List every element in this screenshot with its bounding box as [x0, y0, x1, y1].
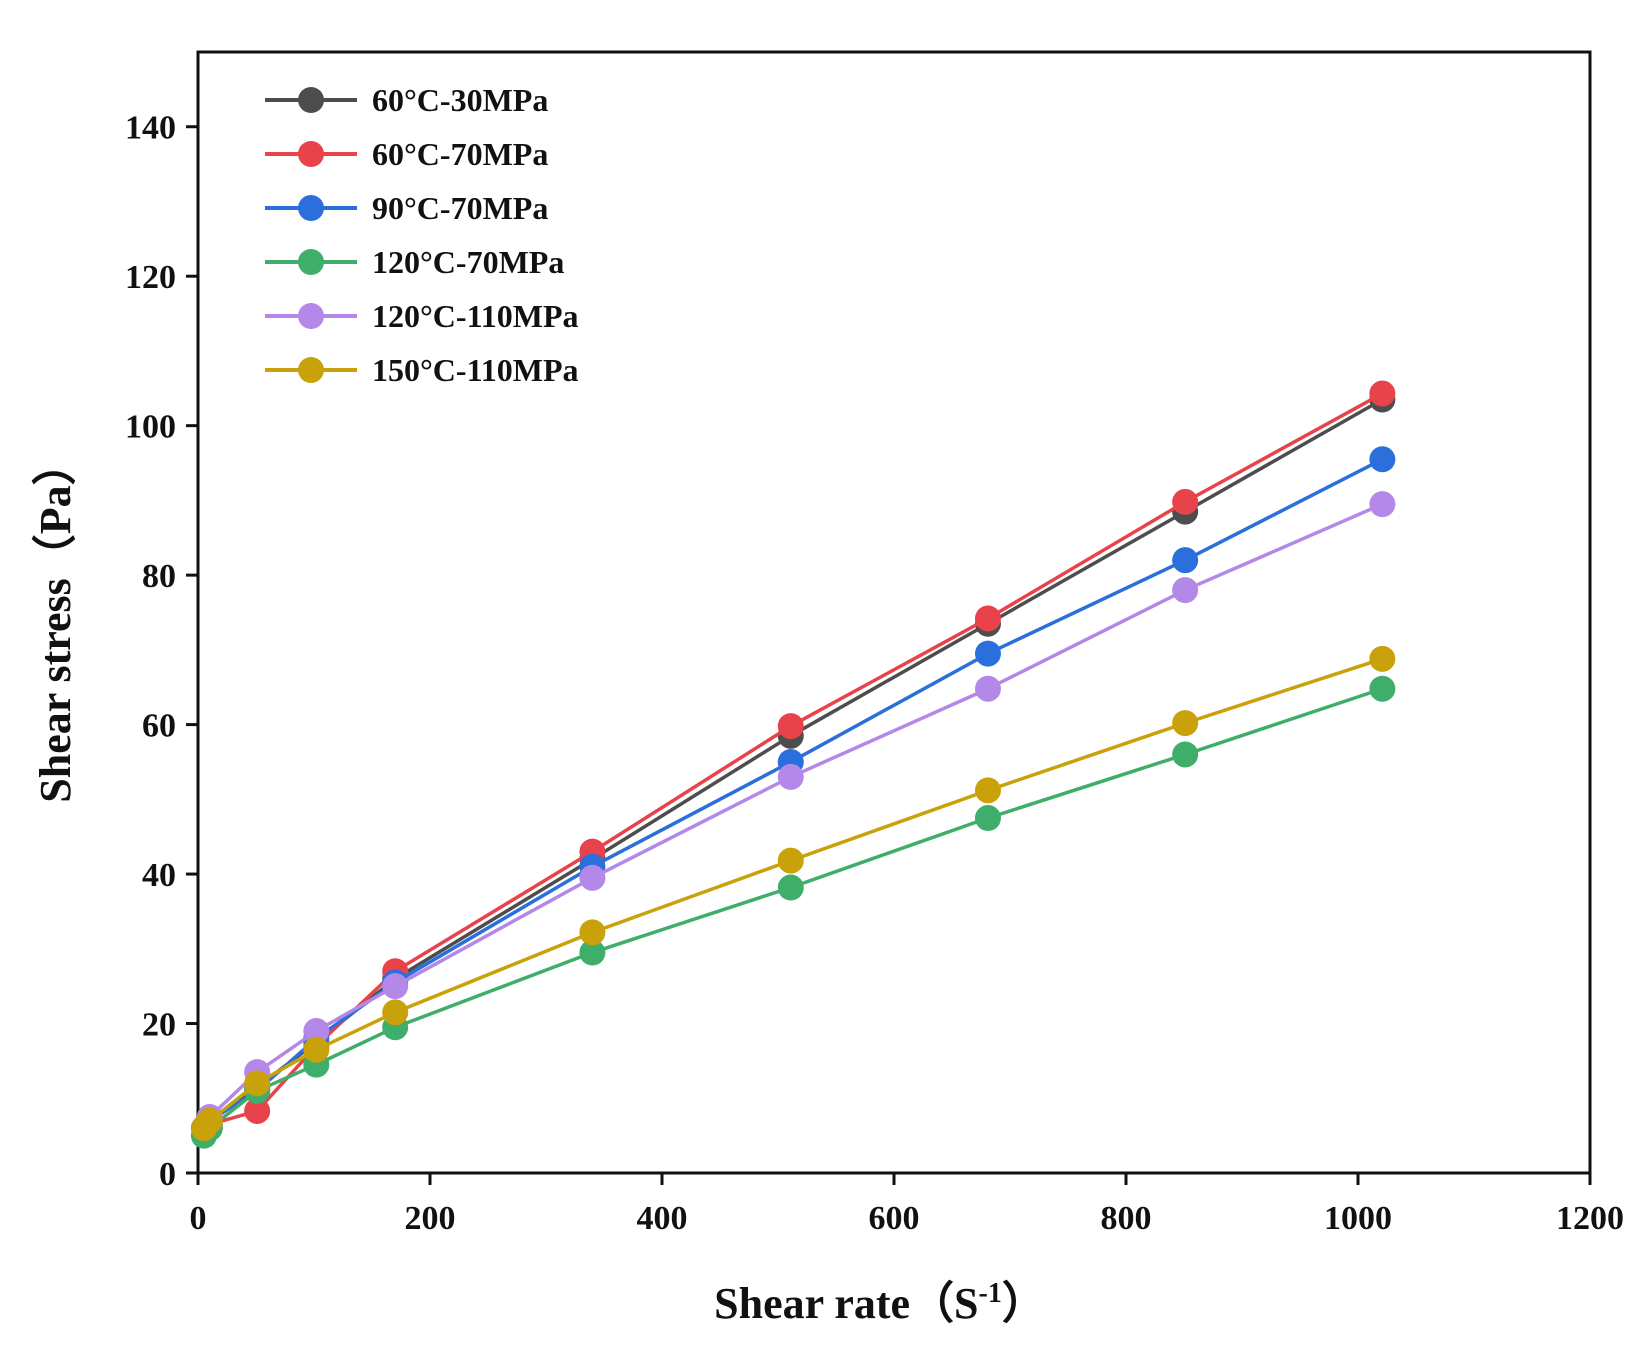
legend-item: 150°C-110MPa	[265, 352, 579, 388]
data-point	[579, 864, 606, 891]
data-point	[1172, 577, 1199, 604]
data-point	[303, 1018, 330, 1045]
legend-item: 120°C-70MPa	[265, 244, 564, 280]
data-point	[974, 777, 1001, 804]
data-point	[244, 1097, 271, 1124]
x-tick-label: 1000	[1324, 1200, 1392, 1237]
y-tick-label: 0	[159, 1156, 176, 1193]
legend-item: 120°C-110MPa	[265, 298, 579, 334]
legend-label: 60°C-70MPa	[372, 136, 548, 172]
legend-item: 60°C-70MPa	[265, 136, 548, 172]
y-tick-label: 80	[142, 558, 176, 595]
legend-item: 90°C-70MPa	[265, 190, 548, 226]
x-axis-title: Shear rate（S-1）	[714, 1278, 1046, 1328]
legend-label: 120°C-110MPa	[372, 298, 579, 334]
series-6	[190, 645, 1396, 1142]
legend-marker	[298, 249, 324, 275]
y-tick-label: 120	[125, 259, 176, 296]
series-line	[202, 502, 1384, 1129]
series-4	[190, 675, 1396, 1149]
legend-label: 150°C-110MPa	[372, 352, 579, 388]
x-axis-ticks: 0 200 400 600 800 1000 1200	[190, 1173, 1624, 1237]
series-line	[202, 457, 1384, 1130]
data-point	[1172, 741, 1199, 768]
data-point	[974, 675, 1001, 702]
data-point	[974, 605, 1001, 632]
y-tick-label: 20	[142, 1007, 176, 1044]
data-point	[974, 805, 1001, 832]
data-point	[1369, 675, 1396, 702]
series-line	[202, 657, 1383, 1130]
series-line	[202, 391, 1384, 1130]
data-point	[1369, 446, 1396, 473]
data-point	[777, 713, 804, 740]
legend-item: 60°C-30MPa	[265, 82, 548, 118]
x-tick-label: 400	[637, 1200, 688, 1237]
x-tick-label: 200	[405, 1200, 456, 1237]
series-layer	[190, 380, 1396, 1149]
y-tick-label: 60	[142, 708, 176, 745]
legend-label: 60°C-30MPa	[372, 82, 548, 118]
legend: 60°C-30MPa 60°C-70MPa 90°C-70MPa 120°C-70MP…	[265, 82, 579, 388]
data-point	[579, 939, 606, 966]
x-tick-label: 1200	[1556, 1200, 1624, 1237]
x-tick-label: 800	[1101, 1200, 1152, 1237]
data-point	[1369, 645, 1396, 672]
legend-marker	[298, 141, 324, 167]
data-point	[303, 1036, 330, 1063]
data-point	[196, 1107, 223, 1134]
legend-marker	[298, 357, 324, 383]
data-point	[1369, 491, 1396, 518]
y-tick-label: 140	[125, 110, 176, 147]
y-axis-ticks: 0 20 40 60 80 100 120 140	[125, 110, 198, 1193]
legend-label: 90°C-70MPa	[372, 190, 548, 226]
legend-label: 120°C-70MPa	[372, 244, 564, 280]
series-line	[202, 687, 1383, 1137]
data-point	[1172, 488, 1199, 515]
y-tick-label: 40	[142, 857, 176, 894]
data-point	[1172, 710, 1199, 737]
data-point	[777, 847, 804, 874]
x-tick-label: 0	[190, 1200, 207, 1237]
data-point	[777, 874, 804, 901]
legend-marker	[298, 195, 324, 221]
data-point	[579, 919, 606, 946]
y-axis-title: Shear stress（Pa）	[31, 441, 80, 802]
data-point	[244, 1070, 271, 1097]
y-tick-label: 100	[125, 409, 176, 446]
x-tick-label: 600	[869, 1200, 920, 1237]
legend-marker	[298, 303, 324, 329]
legend-marker	[298, 87, 324, 113]
data-point	[974, 640, 1001, 667]
data-point	[382, 973, 409, 1000]
data-point	[777, 763, 804, 790]
data-point	[1369, 380, 1396, 407]
data-point	[382, 999, 409, 1026]
data-point	[1172, 547, 1199, 574]
